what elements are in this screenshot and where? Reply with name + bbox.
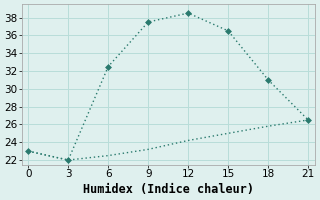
X-axis label: Humidex (Indice chaleur): Humidex (Indice chaleur)	[83, 183, 254, 196]
